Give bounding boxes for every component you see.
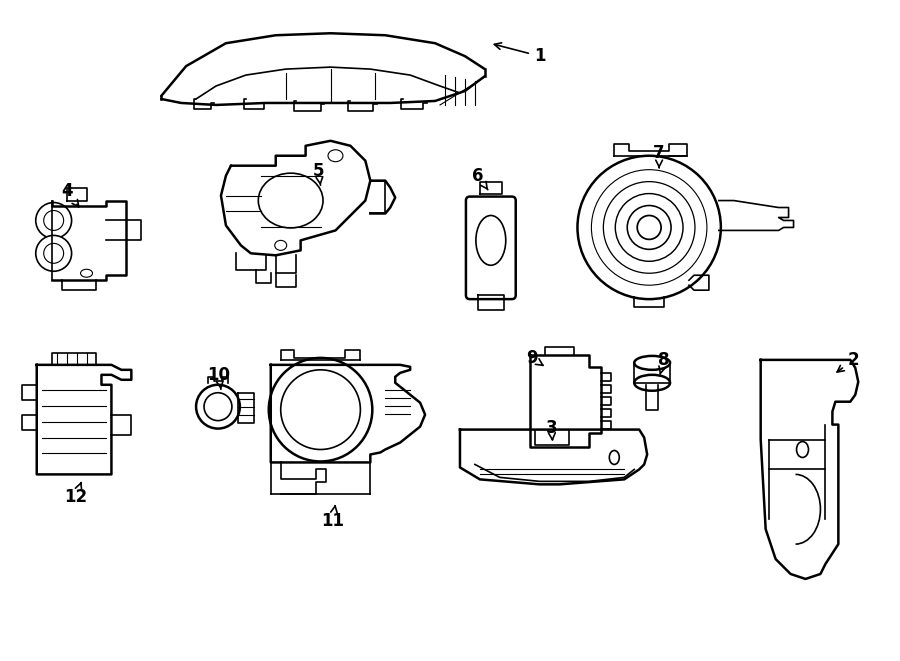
Text: 6: 6 bbox=[472, 167, 488, 190]
Text: 4: 4 bbox=[61, 182, 79, 207]
Text: 1: 1 bbox=[494, 43, 545, 65]
Ellipse shape bbox=[476, 215, 506, 265]
Text: 7: 7 bbox=[653, 143, 665, 167]
Ellipse shape bbox=[258, 173, 323, 228]
Text: 9: 9 bbox=[526, 349, 543, 367]
Circle shape bbox=[269, 358, 373, 461]
Circle shape bbox=[196, 385, 240, 428]
Circle shape bbox=[44, 243, 64, 263]
Ellipse shape bbox=[81, 269, 93, 277]
Text: 10: 10 bbox=[208, 366, 230, 389]
FancyBboxPatch shape bbox=[466, 196, 516, 299]
Ellipse shape bbox=[609, 451, 619, 465]
Circle shape bbox=[36, 235, 72, 271]
Circle shape bbox=[44, 210, 64, 231]
Text: 12: 12 bbox=[64, 483, 87, 506]
Ellipse shape bbox=[634, 356, 670, 370]
Text: 5: 5 bbox=[313, 162, 324, 185]
Text: 2: 2 bbox=[837, 351, 859, 372]
Circle shape bbox=[578, 156, 721, 299]
Ellipse shape bbox=[274, 241, 287, 251]
Circle shape bbox=[36, 202, 72, 239]
Text: 3: 3 bbox=[545, 418, 557, 440]
Text: 8: 8 bbox=[658, 351, 670, 374]
Text: 11: 11 bbox=[321, 506, 344, 530]
Ellipse shape bbox=[328, 150, 343, 162]
Ellipse shape bbox=[634, 375, 670, 391]
Ellipse shape bbox=[796, 442, 808, 457]
